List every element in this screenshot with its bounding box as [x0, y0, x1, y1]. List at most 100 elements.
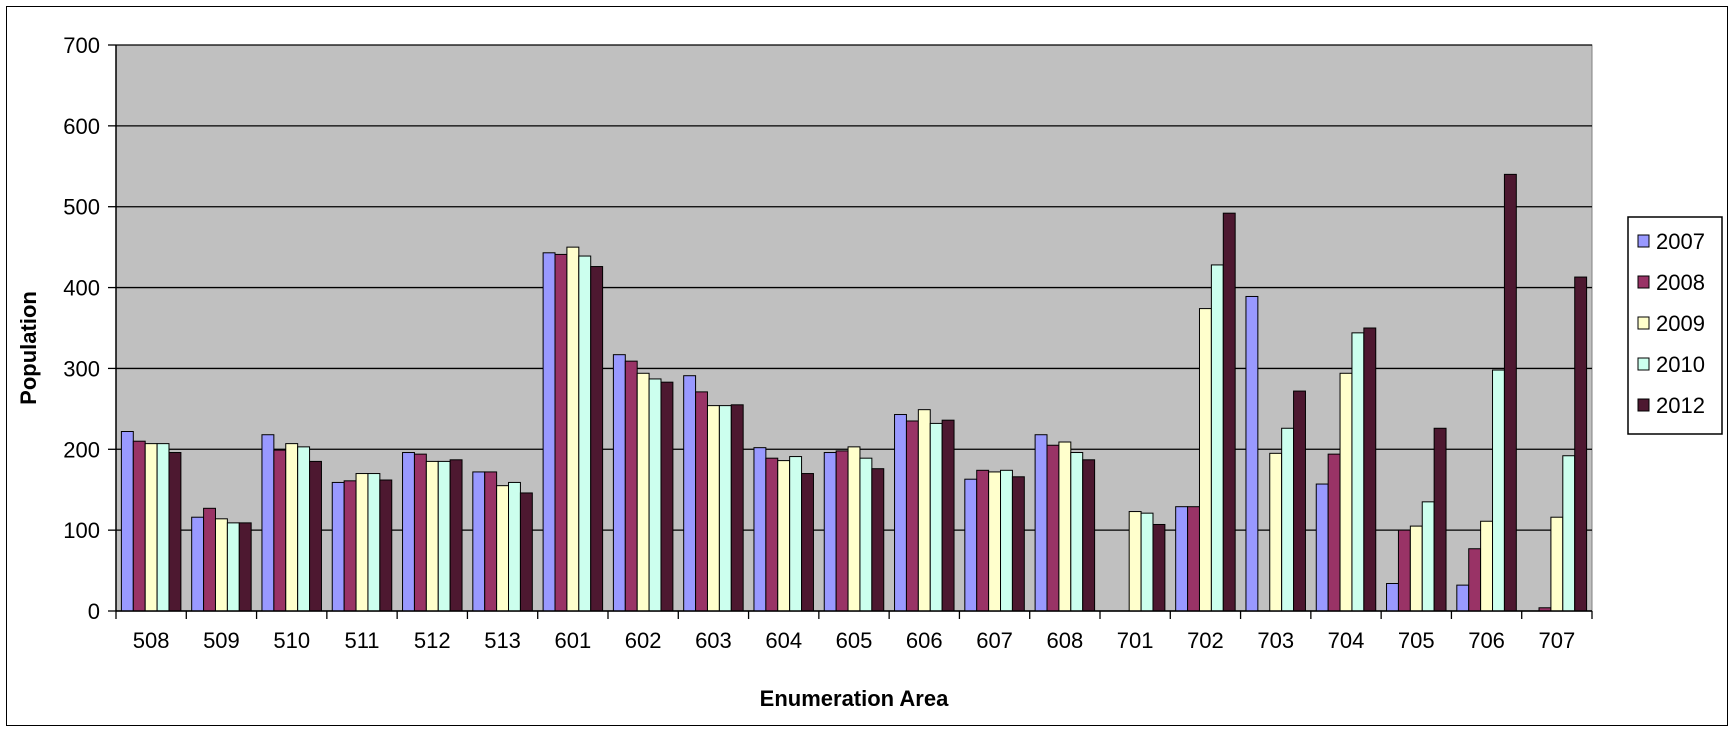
y-tick-label: 500 — [63, 195, 100, 220]
bar-2010-707 — [1562, 455, 1576, 612]
bar-2010-608 — [1070, 452, 1084, 612]
bar-2007-705 — [1386, 583, 1399, 612]
legend-label-2008: 2008 — [1656, 270, 1705, 295]
legend-swatch-2010 — [1637, 357, 1650, 371]
y-axis-title: Population — [16, 291, 41, 405]
bar-2012-601 — [590, 266, 604, 612]
x-tick-label: 604 — [765, 628, 802, 653]
bar-2010-607 — [1000, 469, 1013, 612]
bar-2007-512 — [402, 452, 415, 612]
bar-2012-608 — [1082, 459, 1096, 612]
x-tick-label: 701 — [1117, 628, 1154, 653]
bar-2008-704 — [1327, 453, 1341, 612]
legend-swatch-2012 — [1637, 398, 1650, 412]
x-tick-label: 702 — [1187, 628, 1224, 653]
bar-2010-510 — [297, 446, 311, 612]
bar-2008-508 — [132, 440, 146, 612]
bar-2007-509 — [191, 516, 205, 612]
bar-2010-509 — [226, 522, 240, 612]
y-tick-label: 700 — [63, 33, 100, 58]
bar-2009-508 — [144, 443, 158, 612]
bar-2012-511 — [379, 479, 393, 612]
bar-2008-605 — [835, 450, 849, 612]
bar-2010-602 — [648, 378, 662, 612]
x-tick-label: 608 — [1046, 628, 1083, 653]
bar-2008-602 — [624, 360, 638, 612]
bar-2009-703 — [1269, 452, 1283, 612]
bar-2009-513 — [496, 485, 510, 612]
bar-2008-603 — [695, 391, 708, 612]
y-tick-label: 200 — [63, 437, 100, 462]
bar-2010-512 — [437, 460, 451, 612]
bar-2008-706 — [1468, 548, 1482, 612]
bar-2008-608 — [1046, 444, 1060, 612]
legend: 2007 2008 2009 2010 2012 — [1627, 216, 1723, 435]
bar-2012-702 — [1222, 212, 1236, 612]
bar-2009-605 — [847, 446, 861, 612]
legend-label-2007: 2007 — [1656, 229, 1705, 254]
bar-2008-607 — [976, 469, 990, 612]
bar-2012-606 — [941, 419, 955, 612]
bar-2007-604 — [753, 447, 767, 612]
bar-2012-705 — [1433, 427, 1447, 612]
x-tick-label: 602 — [625, 628, 662, 653]
bar-2010-601 — [578, 255, 592, 612]
bar-2012-509 — [238, 522, 252, 612]
legend-label-2009: 2009 — [1656, 311, 1705, 336]
bar-2008-702 — [1187, 506, 1200, 612]
bar-2012-607 — [1011, 476, 1025, 612]
bar-2008-510 — [273, 449, 287, 612]
bar-2010-704 — [1351, 332, 1365, 612]
bar-2010-705 — [1421, 501, 1435, 612]
bar-2009-509 — [214, 518, 228, 612]
bar-2012-512 — [449, 459, 463, 612]
legend-label-2010: 2010 — [1656, 352, 1705, 377]
bar-2007-703 — [1245, 295, 1259, 612]
bar-2010-513 — [508, 481, 521, 612]
bar-2008-513 — [484, 471, 498, 612]
bar-2012-704 — [1363, 327, 1377, 612]
x-tick-label: 607 — [976, 628, 1013, 653]
bar-2009-702 — [1198, 308, 1212, 612]
x-tick-label: 605 — [836, 628, 873, 653]
y-tick-label: 300 — [63, 356, 100, 381]
x-tick-label: 706 — [1468, 628, 1505, 653]
bar-2010-603 — [718, 405, 732, 612]
bar-2009-512 — [425, 460, 439, 612]
bar-2009-706 — [1480, 520, 1494, 612]
bar-2007-704 — [1315, 483, 1329, 612]
y-tick-label: 400 — [63, 276, 100, 301]
bar-2009-603 — [706, 405, 720, 612]
bar-2012-508 — [168, 452, 182, 612]
bar-2007-702 — [1175, 506, 1189, 612]
x-tick-label: 511 — [344, 628, 379, 653]
bar-2007-606 — [894, 414, 907, 612]
bar-2009-606 — [917, 409, 931, 612]
x-tick-label: 603 — [695, 628, 732, 653]
bar-2007-602 — [612, 354, 626, 612]
bar-2012-513 — [519, 492, 533, 612]
bar-2009-511 — [355, 473, 369, 612]
y-tick-label: 100 — [63, 518, 100, 543]
bar-2009-604 — [777, 460, 791, 612]
bar-2008-604 — [765, 457, 779, 612]
bar-2007-510 — [261, 434, 275, 612]
bar-2012-510 — [309, 460, 322, 612]
bar-2012-602 — [660, 381, 674, 612]
x-axis-tick-labels: 508 509 510 511 512 513 601 602 603 604 605 606 607 6… — [115, 611, 1593, 653]
bar-2012-605 — [871, 468, 885, 612]
bar-2007-508 — [120, 431, 134, 612]
legend-label-2012: 2012 — [1656, 393, 1705, 418]
bar-2012-707 — [1574, 276, 1588, 612]
x-tick-label: 601 — [554, 628, 591, 653]
bar-2007-605 — [823, 452, 837, 612]
bar-2010-703 — [1281, 427, 1295, 612]
bar-2008-512 — [413, 453, 427, 612]
bar-2010-604 — [789, 456, 803, 612]
bar-2010-508 — [156, 443, 170, 612]
x-tick-label: 509 — [203, 628, 240, 653]
x-axis-title: Enumeration Area — [760, 686, 949, 711]
bar-2007-603 — [683, 375, 697, 612]
bar-2012-703 — [1293, 390, 1306, 612]
bar-2010-606 — [929, 422, 943, 612]
